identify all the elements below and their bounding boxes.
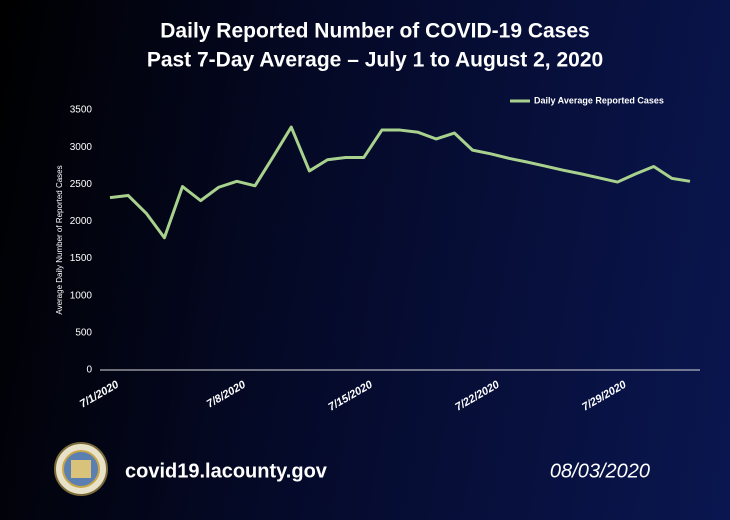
y-tick-label: 1000	[70, 290, 93, 301]
x-tick-label: 7/29/2020	[580, 378, 629, 413]
y-tick-label: 1500	[70, 253, 93, 264]
seal	[54, 442, 108, 496]
y-tick-label: 2500	[70, 179, 93, 190]
y-tick-label: 2000	[70, 216, 93, 227]
x-tick-label: 7/1/2020	[78, 378, 122, 410]
series-line	[109, 125, 691, 240]
website: covid19.lacounty.gov	[125, 460, 328, 482]
legend-label: Daily Average Reported Cases	[534, 95, 664, 105]
y-tick-label: 3000	[70, 142, 93, 153]
date: 08/03/2020	[550, 460, 650, 482]
y-tick-label: 500	[75, 327, 92, 338]
y-axis-label: Average Daily Number of Reported Cases	[55, 165, 64, 314]
y-tick-label: 3500	[70, 105, 93, 116]
chart-subtitle: Past 7-Day Average – July 1 to August 2,…	[147, 49, 603, 72]
chart-title: Daily Reported Number of COVID-19 Cases	[160, 20, 589, 43]
y-tick-label: 0	[86, 365, 92, 376]
x-tick-label: 7/8/2020	[205, 378, 249, 410]
x-tick-label: 7/15/2020	[326, 378, 375, 413]
x-tick-label: 7/22/2020	[453, 378, 502, 413]
